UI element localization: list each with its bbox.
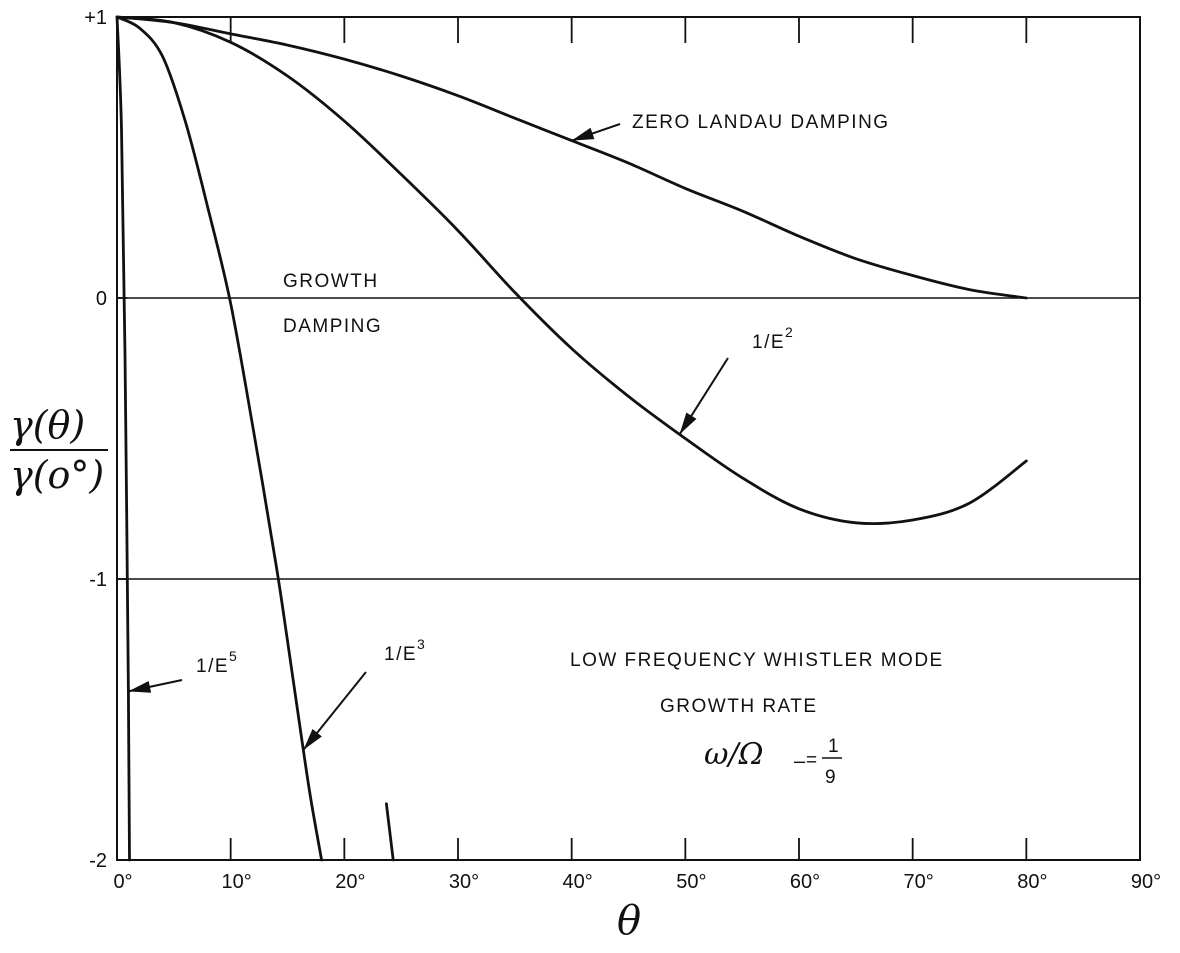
y-tick-label: -2 [89,850,107,872]
pointer-1-e2: 1/E2 [678,324,794,435]
y-tick-label: -1 [89,569,107,591]
x-axis-label: θ [617,898,641,944]
x-tick-label: 60° [790,871,820,893]
x-tick-labels: 0° 10° 20° 30° 40° 50° 60° 70° 80° 90° [113,871,1161,893]
pointer-1-e5: 1/E5 [128,648,238,693]
formula-equals: = [806,750,819,771]
arrowhead [128,680,152,693]
x-tick-label: 50° [676,871,706,893]
annotation-title-line2: GROWTH RATE [660,696,818,717]
growth-region-label: GROWTH [283,271,379,292]
y-tick-label: 0 [96,288,107,310]
arrowhead [571,127,595,141]
pointer-zero-landau-damping: ZERO LANDAU DAMPING [571,112,890,142]
reference-lines [117,297,1140,580]
arrowhead [679,412,697,435]
series-line-1-e5 [115,15,131,862]
series-line-1-e3 [115,15,323,862]
series-line-zero-landau-damping [115,15,1028,300]
x-tick-label: 80° [1017,871,1047,893]
x-tick-label: 20° [335,871,365,893]
x-tick-label: 10° [222,871,252,893]
formula-denominator: 9 [825,767,837,788]
curves [115,15,1028,862]
damping-region-label: DAMPING [283,316,382,337]
series-label-1-e3: 1/E3 [384,636,426,665]
formula-numerator: 1 [828,736,840,757]
x-tick-label: 70° [904,871,934,893]
axis-ticks [116,16,1141,861]
x-tick-label: 30° [449,871,479,893]
pointer-1-e3: 1/E3 [302,636,426,751]
formula-subscript: − [792,752,807,773]
arrowhead [303,728,322,750]
y-tick-label: +1 [84,7,107,29]
annotation-formula: ω/Ω − = 1 9 [704,736,842,788]
x-tick-label: 40° [563,871,593,893]
y-tick-labels: +1 0 -1 -2 [84,7,107,872]
annotation-title-line1: LOW FREQUENCY WHISTLER MODE [570,650,944,671]
x-tick-label: 0° [113,871,132,893]
extra-curve-segment [384,802,395,862]
y-axis-label-numerator: γ(θ) [10,403,85,447]
formula-lhs: ω/Ω [704,737,763,772]
series-label-1-e2: 1/E2 [752,324,794,353]
series-label-zero-landau-damping: ZERO LANDAU DAMPING [632,112,890,133]
y-axis-label-denominator: γ(o°) [10,453,104,497]
y-axis-label: γ(θ) γ(o°) [10,403,108,497]
series-line-1-e2 [115,15,1028,526]
plot-frame [116,16,1141,861]
series-label-1-e5: 1/E5 [196,648,238,677]
x-tick-label: 90° [1131,871,1161,893]
